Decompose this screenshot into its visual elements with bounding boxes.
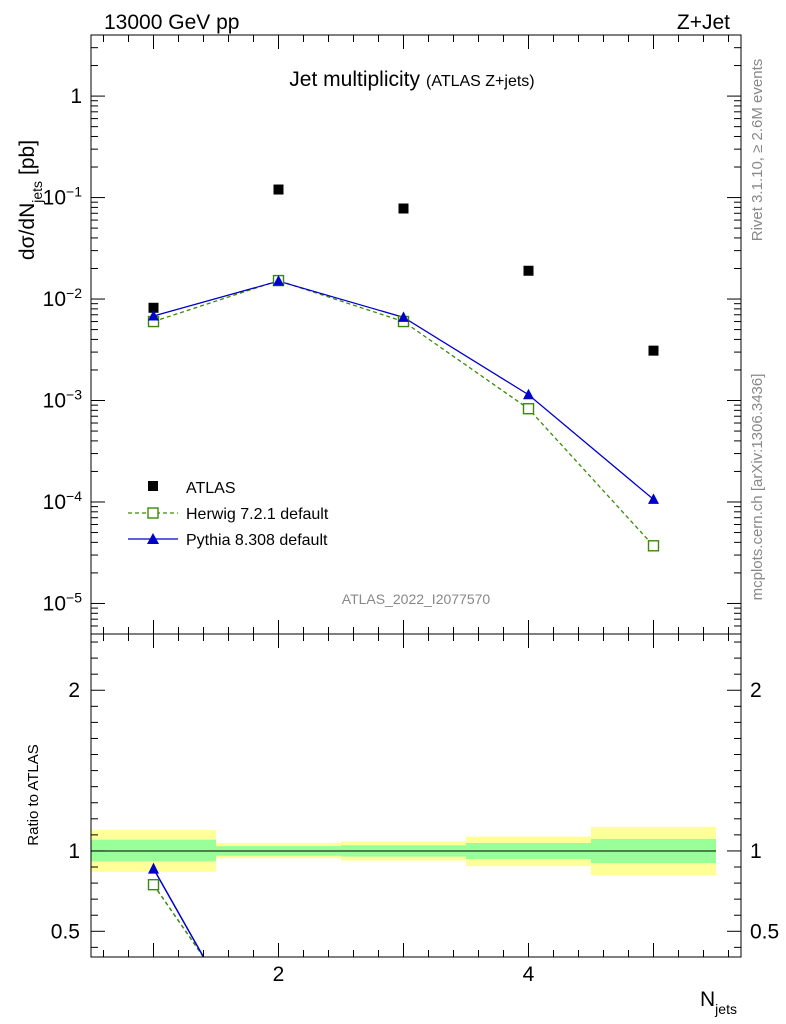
- legend-label-herwig: Herwig 7.2.1 default: [186, 506, 329, 523]
- ratio-y-tick-label-left-3: 2: [68, 679, 80, 702]
- mcplots-label: mcplots.cern.ch [arXiv:1306.3436]: [749, 374, 766, 601]
- ratio-y-tick-label-right-1: 0.5: [750, 920, 779, 943]
- data-point-pythia-2: [273, 275, 284, 286]
- ratio-y-tick-label-right-3: 2: [750, 679, 762, 702]
- energy-label: 13000 GeV pp: [104, 11, 239, 34]
- data-point-herwig-5: [647, 540, 660, 552]
- legend: ATLAS Herwig 7.2.1 default Pythia 8.308 …: [128, 480, 329, 549]
- ratio-point-pythia: [148, 862, 159, 874]
- ratio-y-tick-label-left-2: 1: [68, 840, 80, 863]
- ratio-line-pythia: [152, 868, 205, 958]
- data-point-atlas-5: [648, 345, 659, 356]
- process-label: Z+Jet: [677, 11, 730, 34]
- data-point-atlas-2: [273, 184, 284, 195]
- x-tick-label-2: 4: [523, 963, 535, 986]
- ratio-point-herwig: [147, 878, 160, 891]
- ratio-panel-frame: [90, 633, 742, 958]
- legend-label-pythia: Pythia 8.308 default: [186, 532, 328, 549]
- y-tick-label-2: 10−4: [43, 488, 83, 514]
- ratio-y-tick-label-right-2: 1: [750, 840, 762, 863]
- rivet-label: Rivet 3.1.10, ≥ 2.6M events: [749, 59, 766, 242]
- y-axis-label-unit: [pb]: [16, 140, 39, 175]
- y-tick-label-1: 10−5: [43, 589, 83, 615]
- legend-marker-pythia: [147, 533, 159, 544]
- main-series-markers: [147, 184, 660, 552]
- axes: 10−5 10−4 10−3 10−2 10−1 1 0.5 0.5 1 1 2 2 2 4: [43, 34, 779, 986]
- x-axis-label: Njets: [700, 988, 737, 1017]
- y-tick-label-6: 1: [70, 85, 82, 108]
- analysis-watermark: ATLAS_2022_I2077570: [342, 591, 491, 607]
- ratio-y-tick-label-left-1: 0.5: [51, 920, 80, 943]
- x-axis-label-main: N: [700, 988, 715, 1011]
- y-tick-label-4: 10−2: [43, 285, 83, 311]
- y-axis-label-main: dσ/dN: [16, 203, 39, 260]
- data-point-pythia-5: [648, 493, 659, 504]
- ratio-y-axis-label: Ratio to ATLAS: [25, 744, 42, 845]
- data-point-atlas-4: [523, 265, 534, 276]
- series-line-herwig: [153, 279, 654, 547]
- ratio-bands: [91, 826, 716, 876]
- y-axis-label-sub: jets: [29, 181, 45, 204]
- ratio-line-herwig: [152, 884, 205, 958]
- data-point-pythia-4: [523, 388, 534, 400]
- ratio-series: [147, 862, 205, 958]
- data-point-pythia-1: [148, 310, 159, 321]
- chart-title: Jet multiplicity: [289, 68, 420, 91]
- legend-marker-herwig: [147, 507, 159, 519]
- y-tick-label-5: 10−1: [43, 184, 83, 210]
- y-axis-label: dσ/dNjets [pb]: [16, 140, 45, 260]
- x-tick-label-1: 2: [273, 963, 285, 986]
- y-tick-label-3: 10−3: [43, 387, 83, 413]
- data-point-herwig-4: [522, 403, 535, 415]
- legend-marker-atlas: [148, 481, 158, 491]
- legend-label-atlas: ATLAS: [186, 480, 236, 497]
- x-axis-label-sub: jets: [714, 1001, 737, 1017]
- data-point-atlas-1: [148, 302, 159, 313]
- data-point-atlas-3: [398, 203, 409, 214]
- chart-subtitle: (ATLAS Z+jets): [426, 73, 535, 90]
- data-point-pythia-3: [398, 311, 409, 322]
